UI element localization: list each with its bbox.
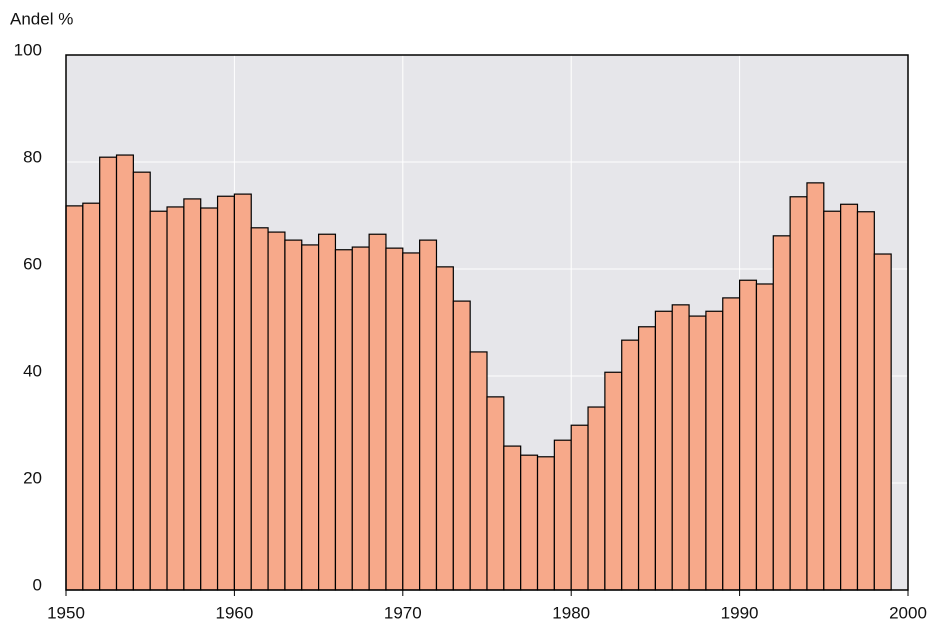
bar (268, 232, 285, 590)
bar (824, 211, 841, 590)
bar (100, 157, 117, 590)
y-tick-label: 80 (23, 147, 42, 166)
y-tick-label: 0 (33, 575, 42, 594)
x-tick-label: 1990 (721, 603, 759, 622)
bar (234, 194, 251, 590)
bar (487, 397, 504, 590)
bar (184, 199, 201, 590)
bar (218, 196, 235, 590)
x-tick-label: 1970 (384, 603, 422, 622)
bar (857, 212, 874, 590)
x-tick-label: 2000 (889, 603, 927, 622)
bar (689, 316, 706, 590)
bar (352, 247, 369, 590)
bar (807, 183, 824, 590)
bar (538, 457, 555, 590)
x-tick-label: 1950 (47, 603, 85, 622)
bar (319, 234, 336, 590)
bar (133, 172, 150, 590)
bar (436, 267, 453, 590)
bar (571, 425, 588, 590)
bar (403, 253, 420, 590)
x-tick-label: 1980 (552, 603, 590, 622)
bar (335, 250, 352, 590)
bar (453, 301, 470, 590)
bar (504, 446, 521, 590)
bar (706, 311, 723, 590)
bar (470, 352, 487, 590)
bar (369, 234, 386, 590)
bar (672, 305, 689, 590)
bar (201, 208, 218, 590)
chart: Andel % 0 20 40 60 80 100 1950 1960 1970 1980 1990… (0, 0, 943, 628)
y-tick-label: 40 (23, 361, 42, 380)
bar (756, 284, 773, 590)
bar (655, 311, 672, 590)
bar (150, 211, 167, 590)
bar (874, 254, 891, 590)
bar (66, 206, 83, 590)
bar (639, 327, 656, 590)
x-tick-label: 1960 (215, 603, 253, 622)
bar (790, 197, 807, 590)
bar (167, 207, 184, 590)
bar (386, 248, 403, 590)
bar (723, 298, 740, 590)
y-tick-label: 60 (23, 254, 42, 273)
bar (83, 203, 100, 590)
bar (420, 240, 437, 590)
bar (302, 245, 319, 590)
bar (554, 440, 571, 590)
bar (285, 240, 302, 590)
y-tick-label: 100 (14, 40, 42, 59)
bar (841, 204, 858, 590)
bar (773, 236, 790, 590)
y-axis-label: Andel % (10, 9, 73, 28)
bar (588, 407, 605, 590)
y-tick-label: 20 (23, 468, 42, 487)
bar (605, 372, 622, 590)
bar (117, 155, 134, 590)
bar (622, 340, 639, 590)
bar (251, 228, 268, 590)
bar (740, 280, 757, 590)
bar (521, 455, 538, 590)
